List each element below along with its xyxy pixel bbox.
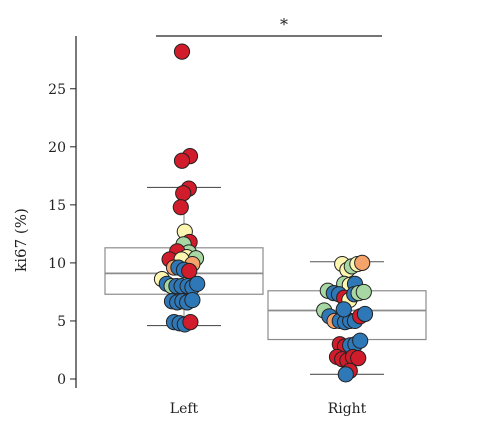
points-layer [153,43,374,383]
y-tick-label: 25 [48,82,66,98]
x-tick-label-left: Left [170,401,199,417]
significance-layer: * [156,15,382,37]
data-point-left [175,185,192,202]
data-point-right [350,350,367,367]
axes-layer: 0 5 10 15 20 25 Left Right ki67 (%) [12,36,367,417]
data-point-left [184,291,201,309]
y-tick-label: 0 [57,372,66,388]
y-tick-label: 15 [48,198,66,214]
data-point-right [352,332,369,349]
y-axis-title: ki67 (%) [12,208,30,272]
significance-label: * [280,15,288,34]
data-point-left [172,199,189,216]
data-point-right [354,254,371,271]
data-point-left [173,43,191,60]
x-tick-label-right: Right [328,401,367,417]
y-ticks: 0 5 10 15 20 25 [48,82,76,388]
boxes-layer [104,186,427,375]
y-tick-label: 10 [48,256,66,272]
data-point-left [182,314,199,331]
y-tick-label: 5 [57,314,66,330]
y-tick-label: 20 [48,140,66,156]
data-point-left [189,275,206,292]
data-point-right [355,283,372,301]
x-tick-labels: Left Right [170,401,367,417]
data-point-right [356,305,374,323]
data-point-right [335,301,352,318]
data-point-left [173,152,191,169]
data-point-right [337,366,354,383]
